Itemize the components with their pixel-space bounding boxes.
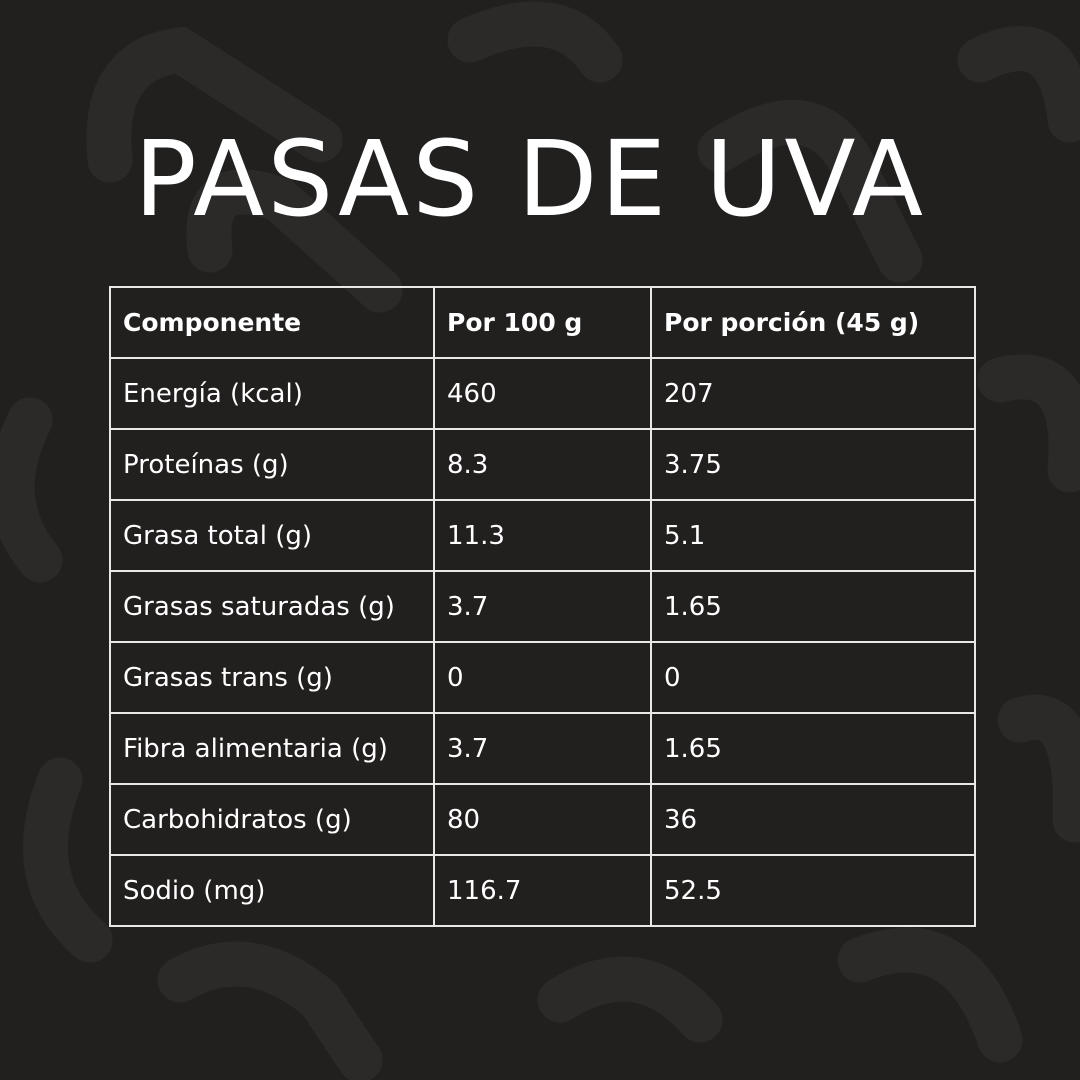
cell-component: Fibra alimentaria (g): [109, 712, 435, 785]
cell-per-portion: 52.5: [650, 854, 976, 927]
cell-per-portion: 36: [650, 783, 976, 856]
table-row: Energía (kcal) 460 207: [109, 357, 976, 430]
table-row: Grasa total (g) 11.3 5.1: [109, 499, 976, 572]
cell-per-portion: 1.65: [650, 570, 976, 643]
cell-component: Sodio (mg): [109, 854, 435, 927]
table-row: Fibra alimentaria (g) 3.7 1.65: [109, 712, 976, 785]
cell-component: Grasa total (g): [109, 499, 435, 572]
cell-per-100g: 80: [433, 783, 652, 856]
cell-component: Grasas trans (g): [109, 641, 435, 714]
table-row: Grasas trans (g) 0 0: [109, 641, 976, 714]
cell-component: Carbohidratos (g): [109, 783, 435, 856]
cell-per-portion: 0: [650, 641, 976, 714]
cell-per-100g: 11.3: [433, 499, 652, 572]
cell-per-portion: 1.65: [650, 712, 976, 785]
cell-per-portion: 5.1: [650, 499, 976, 572]
table-header-row: Componente Por 100 g Por porción (45 g): [109, 286, 976, 359]
header-per-100g: Por 100 g: [433, 286, 652, 359]
nutrition-table: Componente Por 100 g Por porción (45 g) …: [109, 286, 976, 927]
cell-per-100g: 116.7: [433, 854, 652, 927]
page-title: PASAS DE UVA: [134, 118, 926, 240]
table-row: Proteínas (g) 8.3 3.75: [109, 428, 976, 501]
cell-component: Grasas saturadas (g): [109, 570, 435, 643]
cell-per-100g: 3.7: [433, 570, 652, 643]
cell-per-portion: 3.75: [650, 428, 976, 501]
cell-per-100g: 8.3: [433, 428, 652, 501]
header-component: Componente: [109, 286, 435, 359]
table-row: Sodio (mg) 116.7 52.5: [109, 854, 976, 927]
cell-per-100g: 0: [433, 641, 652, 714]
cell-per-portion: 207: [650, 357, 976, 430]
cell-per-100g: 460: [433, 357, 652, 430]
cell-component: Proteínas (g): [109, 428, 435, 501]
table-row: Grasas saturadas (g) 3.7 1.65: [109, 570, 976, 643]
cell-component: Energía (kcal): [109, 357, 435, 430]
header-per-portion: Por porción (45 g): [650, 286, 976, 359]
table-row: Carbohidratos (g) 80 36: [109, 783, 976, 856]
cell-per-100g: 3.7: [433, 712, 652, 785]
